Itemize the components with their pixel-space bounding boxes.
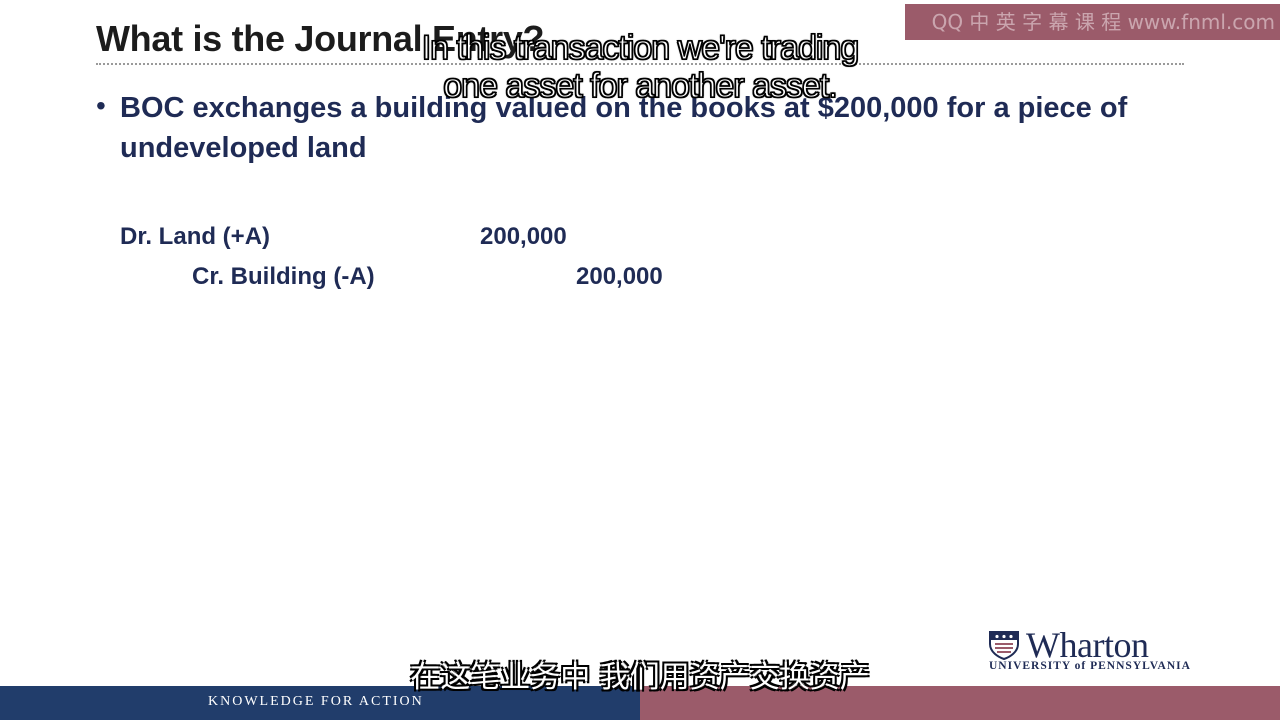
english-subtitle-line-1: In this transaction we're trading: [421, 28, 860, 67]
debit-amount: 200,000: [480, 223, 567, 250]
english-subtitle-line-2: one asset for another asset.: [443, 66, 839, 105]
footer-bar-maroon: [640, 686, 1280, 720]
watermark-text: QQ 中 英 字 幕 课 程 www.fnml.com: [931, 10, 1275, 34]
logo-subtitle: UNIVERSITY of PENNSYLVANIA: [989, 660, 1191, 672]
chinese-subtitle: 在这笔业务中 我们用资产交换资产: [410, 660, 870, 695]
logo-wordmark: Wharton: [1026, 625, 1149, 665]
slide-title: What is the Journal Entry?: [96, 18, 545, 59]
credit-account: Cr. Building (-A): [192, 263, 375, 290]
title-divider: [96, 63, 1184, 65]
footer-bar-navy: [0, 686, 640, 720]
footer-tagline: KNOWLEDGE FOR ACTION: [208, 694, 424, 709]
watermark-banner: [905, 4, 1280, 40]
penn-shield-icon: [989, 631, 1019, 660]
credit-amount: 200,000: [576, 263, 663, 290]
bullet-marker: •: [96, 90, 106, 121]
bullet-text: BOC exchanges a building valued on the b…: [120, 92, 1128, 164]
debit-account: Dr. Land (+A): [120, 223, 271, 250]
wharton-logo: Wharton UNIVERSITY of PENNSYLVANIA: [988, 625, 1191, 672]
